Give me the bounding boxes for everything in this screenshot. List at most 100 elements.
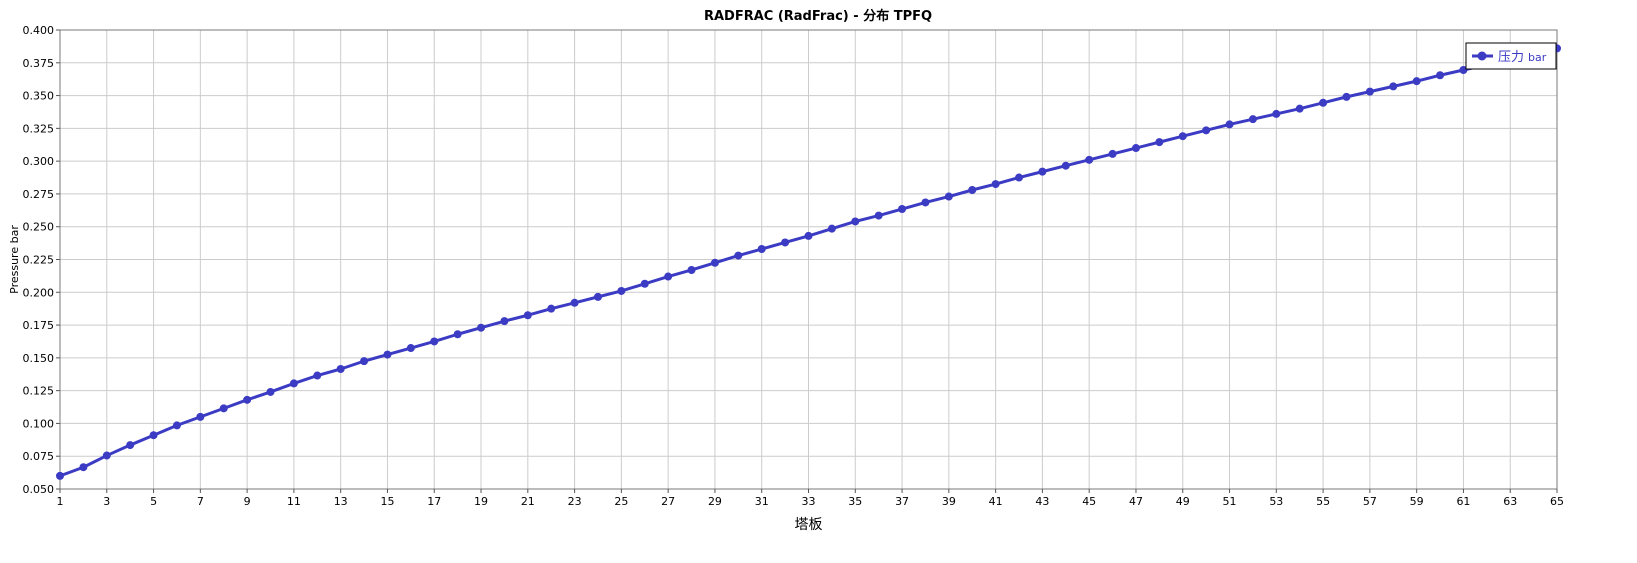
data-point[interactable] <box>1155 138 1164 147</box>
legend-text: 压力 bar <box>1498 50 1547 65</box>
legend-marker <box>1477 51 1487 61</box>
x-tick-label: 45 <box>1082 495 1096 508</box>
data-point[interactable] <box>1131 144 1140 153</box>
x-tick-label: 13 <box>334 495 348 508</box>
x-tick-label: 1 <box>57 495 64 508</box>
data-point[interactable] <box>898 205 907 214</box>
data-point[interactable] <box>547 304 556 313</box>
data-point[interactable] <box>360 357 369 366</box>
data-point[interactable] <box>1085 155 1094 164</box>
data-point[interactable] <box>1272 109 1281 118</box>
data-point[interactable] <box>1459 65 1468 74</box>
data-point[interactable] <box>126 441 135 450</box>
data-point[interactable] <box>1202 126 1211 135</box>
y-axis-label: Pressure bar <box>8 225 21 294</box>
x-tick-label: 23 <box>568 495 582 508</box>
data-point[interactable] <box>640 279 649 288</box>
grid <box>59 29 1558 490</box>
data-point[interactable] <box>617 286 626 295</box>
data-point[interactable] <box>874 211 883 220</box>
y-tick-label: 0.125 <box>23 385 55 398</box>
data-point[interactable] <box>1108 149 1117 158</box>
data-point[interactable] <box>453 330 462 339</box>
x-tick-label: 31 <box>755 495 769 508</box>
data-point[interactable] <box>570 298 579 307</box>
x-tick-label: 39 <box>942 495 956 508</box>
data-point[interactable] <box>1365 87 1374 96</box>
legend-series-unit: bar <box>1528 51 1547 64</box>
x-tick-label: 25 <box>614 495 628 508</box>
data-point[interactable] <box>243 395 252 404</box>
data-point[interactable] <box>56 471 64 480</box>
x-tick-label: 15 <box>380 495 394 508</box>
legend-series-name: 压力 <box>1498 50 1524 65</box>
x-tick-label: 5 <box>150 495 157 508</box>
x-axis: 1 3 5 7 9 11 13 15 17 19 21 23 25 27 29 31 33 35 37 39 41 43 4… <box>57 489 1564 508</box>
y-axis: 0.050 0.075 0.100 0.125 0.150 0.175 0.200 0.225… <box>23 24 60 496</box>
x-tick-label: 17 <box>427 495 441 508</box>
data-point[interactable] <box>593 292 602 301</box>
x-tick-label: 3 <box>103 495 110 508</box>
data-point[interactable] <box>1389 82 1398 91</box>
x-tick-label: 21 <box>521 495 535 508</box>
data-point[interactable] <box>1319 98 1328 107</box>
x-tick-label: 43 <box>1035 495 1049 508</box>
data-point[interactable] <box>383 350 392 359</box>
data-point[interactable] <box>1061 161 1070 170</box>
x-tick-label: 47 <box>1129 495 1143 508</box>
y-tick-label: 0.050 <box>23 483 55 496</box>
data-point[interactable] <box>664 272 673 281</box>
data-point[interactable] <box>336 365 345 374</box>
data-point[interactable] <box>102 451 111 460</box>
data-point[interactable] <box>79 463 88 472</box>
data-point[interactable] <box>149 431 158 440</box>
data-point[interactable] <box>1178 132 1187 141</box>
data-point[interactable] <box>1295 104 1304 113</box>
data-point[interactable] <box>266 387 275 396</box>
data-point[interactable] <box>734 251 743 260</box>
data-point[interactable] <box>523 311 532 320</box>
y-tick-label: 0.175 <box>23 319 55 332</box>
data-point[interactable] <box>827 224 836 233</box>
data-point[interactable] <box>757 245 766 254</box>
data-point[interactable] <box>1342 92 1351 101</box>
data-point[interactable] <box>921 198 930 207</box>
x-tick-label: 51 <box>1223 495 1237 508</box>
data-point[interactable] <box>710 258 719 267</box>
x-tick-label: 7 <box>197 495 204 508</box>
legend[interactable]: 压力 bar <box>1465 42 1557 70</box>
data-point[interactable] <box>851 217 860 226</box>
data-point[interactable] <box>1225 120 1234 129</box>
data-point[interactable] <box>289 379 298 388</box>
data-point[interactable] <box>172 421 181 430</box>
data-point[interactable] <box>991 180 1000 189</box>
data-point[interactable] <box>1436 71 1445 80</box>
data-point[interactable] <box>313 371 322 380</box>
x-tick-label: 27 <box>661 495 675 508</box>
data-point[interactable] <box>1248 115 1257 124</box>
series-group <box>56 44 1561 480</box>
data-point[interactable] <box>968 185 977 194</box>
data-point[interactable] <box>804 231 813 240</box>
y-tick-label: 0.325 <box>23 122 55 135</box>
y-tick-label: 0.225 <box>23 254 55 267</box>
x-tick-label: 35 <box>848 495 862 508</box>
data-point[interactable] <box>687 265 696 274</box>
data-point[interactable] <box>944 192 953 201</box>
data-point[interactable] <box>196 412 205 421</box>
x-tick-label: 63 <box>1503 495 1517 508</box>
data-point[interactable] <box>430 337 439 346</box>
data-point[interactable] <box>1038 167 1047 176</box>
data-point[interactable] <box>477 323 486 332</box>
y-tick-label: 0.375 <box>23 57 55 70</box>
data-point[interactable] <box>781 238 790 247</box>
chart-title: RADFRAC (RadFrac) - 分布 TPFQ <box>704 8 932 24</box>
data-point[interactable] <box>500 317 509 326</box>
x-tick-label: 49 <box>1176 495 1190 508</box>
data-point[interactable] <box>406 344 415 353</box>
data-point[interactable] <box>1412 77 1421 86</box>
data-point[interactable] <box>219 404 228 413</box>
data-point[interactable] <box>1015 173 1024 182</box>
x-tick-label: 11 <box>287 495 301 508</box>
